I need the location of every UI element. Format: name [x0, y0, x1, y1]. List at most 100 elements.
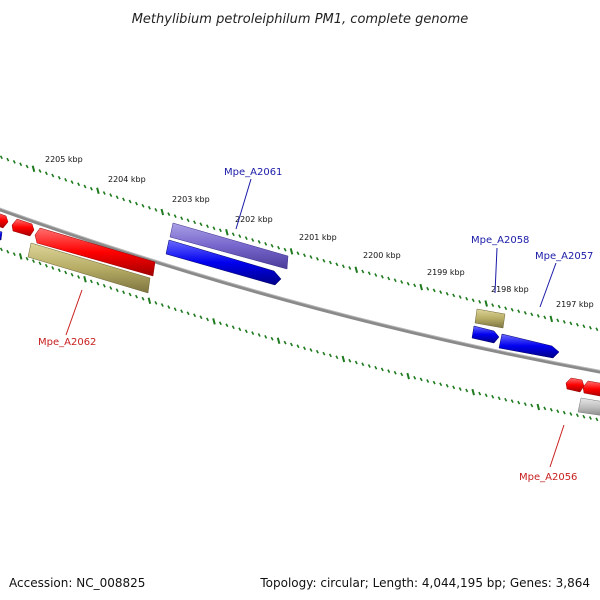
gene-feature-mpe-a2062[interactable] — [27, 242, 151, 294]
inner-ruler-tick — [302, 346, 307, 351]
outer-ruler-tick — [575, 322, 579, 327]
gene-feature-blue-long[interactable] — [165, 239, 282, 286]
outer-ruler-tick — [374, 273, 378, 277]
outer-ruler-tick — [83, 184, 87, 189]
inner-ruler-tick — [361, 362, 365, 367]
gene-feature-mpe-a2056[interactable] — [577, 397, 600, 416]
outer-ruler-tick — [445, 291, 449, 296]
outer-ruler-tick — [322, 258, 326, 263]
outer-ruler-tick — [186, 218, 190, 223]
outer-ruler-tick — [335, 262, 339, 267]
outer-ruler-tick — [354, 266, 359, 273]
outer-ruler-tick — [504, 306, 508, 311]
outer-ruler-tick — [160, 208, 165, 216]
outer-ruler-tick — [530, 312, 534, 317]
gene-feature-red-left-edge[interactable] — [0, 212, 9, 229]
outer-ruler-tick — [426, 286, 430, 291]
outer-ruler-tick — [0, 155, 3, 160]
gene-label-mpe-a2058[interactable]: Mpe_A2058 — [471, 235, 529, 246]
outer-ruler-tick — [556, 318, 560, 323]
leader-line-mpe-a2062 — [65, 289, 83, 336]
gene-label-mpe-a2061[interactable]: Mpe_A2061 — [224, 167, 282, 178]
inner-ruler-tick — [426, 379, 430, 383]
outer-ruler-tick — [497, 304, 501, 309]
kbp-label-2205: 2205 kbp — [45, 155, 83, 164]
kbp-label-2200: 2200 kbp — [363, 251, 401, 260]
topology-summary: Topology: circular; Length: 4,044,195 bp… — [260, 576, 590, 590]
outer-ruler-tick — [361, 269, 365, 274]
inner-ruler-tick — [374, 365, 378, 370]
inner-ruler-tick — [413, 375, 417, 380]
outer-ruler-tick — [452, 293, 456, 298]
inner-ruler-tick — [160, 303, 164, 307]
inner-ruler-tick — [380, 367, 384, 372]
outer-ruler-tick — [38, 169, 42, 173]
inner-ruler-tick — [504, 397, 508, 402]
outer-ruler-tick — [296, 251, 300, 256]
gene-feature-blue-left-edge[interactable] — [0, 230, 3, 241]
outer-ruler-tick — [57, 175, 61, 180]
outer-ruler-tick — [77, 182, 81, 187]
inner-ruler-tick — [70, 272, 74, 277]
gene-feature-red-large[interactable] — [34, 227, 156, 277]
inner-ruler-tick — [128, 292, 132, 297]
gene-feature-blue-small[interactable] — [471, 325, 500, 344]
inner-ruler-tick — [458, 387, 462, 391]
outer-ruler-tick — [413, 283, 417, 288]
outer-ruler-tick — [588, 325, 592, 330]
outer-ruler-tick — [562, 320, 566, 324]
inner-ruler-tick — [523, 402, 527, 406]
outer-ruler-tick — [478, 300, 482, 304]
outer-ruler-tick — [328, 260, 332, 265]
inner-ruler-tick — [588, 416, 592, 420]
inner-ruler-tick — [212, 318, 216, 325]
kbp-label-2198: 2198 kbp — [491, 285, 529, 294]
inner-ruler-tick — [77, 275, 81, 279]
gene-feature-red-right-2[interactable] — [582, 380, 600, 397]
outer-ruler-tick — [141, 203, 145, 208]
outer-ruler-tick — [167, 212, 171, 216]
inner-ruler-tick — [12, 252, 16, 256]
outer-ruler-tick — [102, 191, 106, 195]
gene-label-mpe-a2057[interactable]: Mpe_A2057 — [535, 251, 593, 262]
outer-ruler-tick — [6, 157, 10, 162]
inner-ruler-tick — [173, 307, 177, 312]
outer-ruler-tick — [231, 232, 235, 237]
gene-label-mpe-a2056[interactable]: Mpe_A2056 — [519, 472, 577, 483]
outer-ruler-tick — [115, 195, 119, 200]
inner-ruler-tick — [328, 353, 332, 358]
outer-ruler-tick — [154, 208, 158, 212]
outer-ruler-tick — [257, 240, 261, 244]
outer-ruler-tick — [523, 311, 527, 315]
outer-ruler-tick — [419, 283, 423, 291]
gene-label-mpe-a2062[interactable]: Mpe_A2062 — [38, 337, 96, 348]
gene-feature-red-right-1[interactable] — [565, 377, 585, 393]
outer-ruler-tick — [439, 290, 443, 294]
outer-ruler-tick — [96, 187, 100, 195]
inner-ruler-tick — [367, 364, 371, 368]
outer-ruler-tick — [341, 264, 345, 269]
inner-ruler-tick — [465, 388, 469, 393]
outer-ruler-tick — [225, 228, 229, 236]
outer-ruler-tick — [549, 315, 554, 323]
outer-ruler-tick — [238, 234, 242, 238]
inner-ruler-tick — [419, 377, 423, 382]
inner-ruler-tick — [575, 413, 579, 418]
inner-ruler-tick — [18, 253, 23, 260]
inner-ruler-tick — [452, 385, 456, 390]
outer-ruler-tick — [582, 324, 586, 329]
inner-ruler-tick — [439, 382, 443, 387]
outer-ruler-tick — [491, 303, 495, 307]
gene-feature-olive-small[interactable] — [474, 308, 506, 329]
kbp-label-2199: 2199 kbp — [427, 268, 465, 277]
gene-feature-mpe-a2061[interactable] — [169, 222, 289, 270]
gene-feature-red-small[interactable] — [11, 218, 35, 237]
inner-ruler-tick — [536, 403, 541, 411]
gene-feature-blue-medium[interactable] — [498, 333, 560, 359]
inner-ruler-tick — [264, 335, 268, 339]
inner-ruler-tick — [51, 266, 55, 270]
outer-ruler-tick — [510, 307, 514, 312]
inner-ruler-tick — [6, 249, 10, 254]
outer-ruler-tick — [128, 199, 132, 204]
inner-ruler-tick — [341, 355, 346, 363]
